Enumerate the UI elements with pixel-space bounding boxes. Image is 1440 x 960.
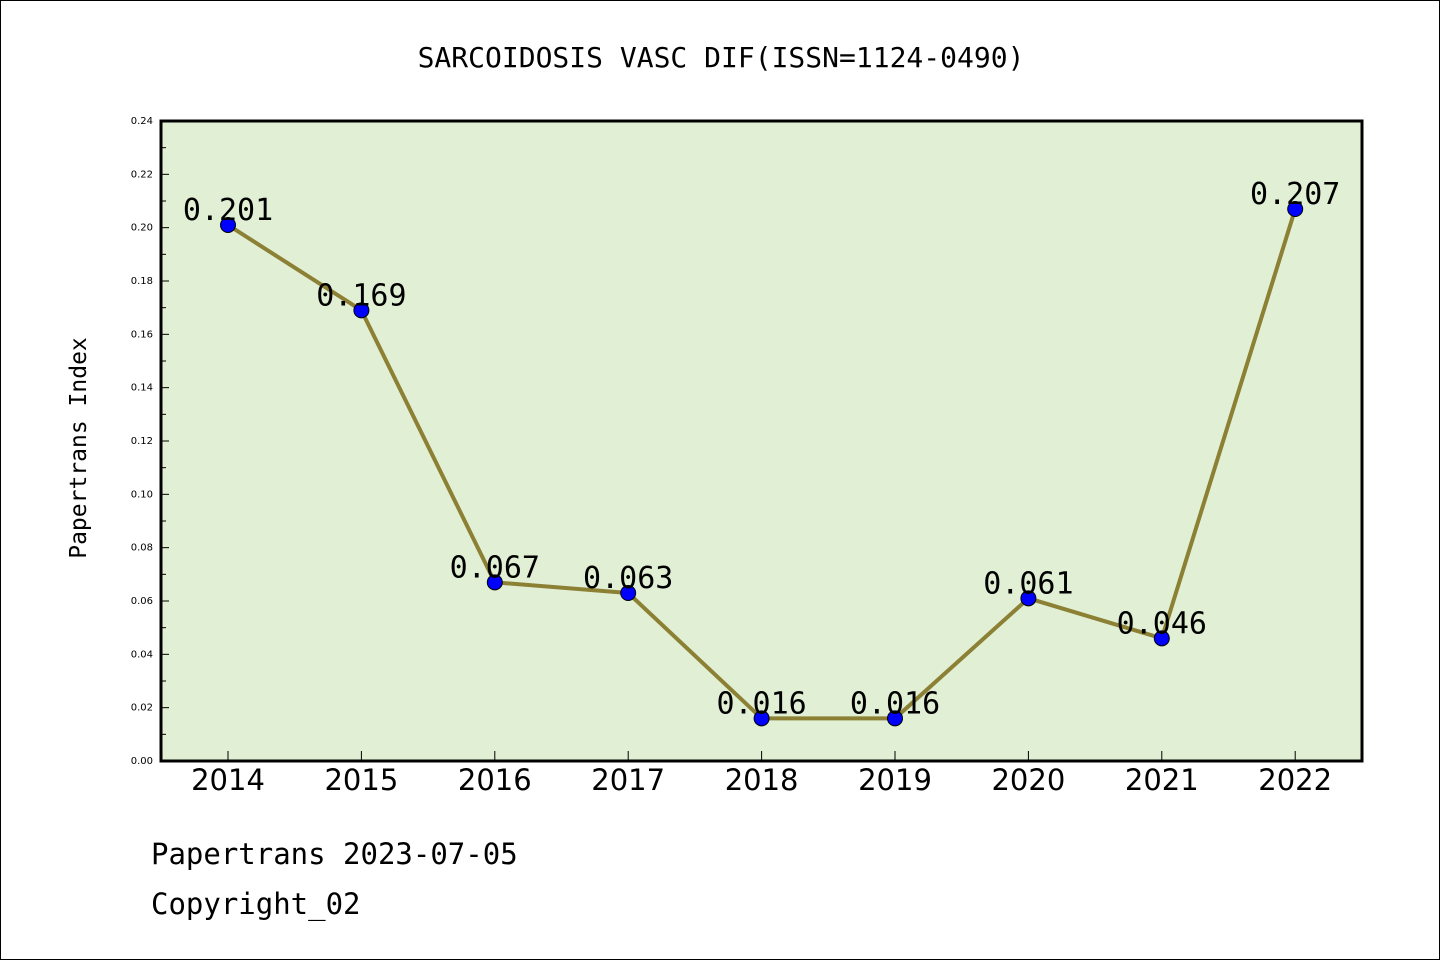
- y-tick-label: 0.20: [131, 223, 153, 234]
- y-tick-label: 0.10: [131, 489, 153, 500]
- y-tick-label: 0.18: [131, 276, 153, 287]
- plot-area: [159, 119, 1364, 763]
- y-axis: 0.00 0.02 0.04 0.06 0.08 0.10 0.12 0.14 0.16 0.18…: [131, 116, 169, 767]
- data-point: [887, 710, 903, 727]
- data-point: [1020, 590, 1037, 607]
- data-point: [753, 710, 770, 727]
- y-tick-label: 0.08: [131, 543, 153, 554]
- x-tick-label: 2019: [858, 763, 932, 797]
- chart-title: SARCOIDOSIS VASC DIF(ISSN=1124-0490): [418, 41, 1025, 74]
- data-point: [620, 585, 637, 601]
- x-tick-label: 2017: [591, 763, 665, 797]
- y-tick-label: 0.04: [131, 649, 153, 660]
- series-papertrans-index: [220, 201, 1304, 727]
- x-tick-label: 2014: [191, 763, 265, 797]
- y-tick-label: 0.00: [131, 756, 153, 767]
- data-label: 0.207: [1250, 177, 1340, 212]
- y-tick-label: 0.06: [131, 596, 153, 607]
- data-label: 0.169: [316, 278, 406, 313]
- y-tick-label: 0.12: [131, 436, 153, 447]
- y-tick-label: 0.24: [131, 116, 153, 127]
- data-point: [220, 217, 236, 233]
- y-tick-label: 0.14: [131, 383, 153, 394]
- x-tick-label: 2020: [991, 763, 1065, 797]
- footer-date: Papertrans 2023-07-05: [151, 837, 518, 871]
- x-axis: 2014 2015 2016 2017 2018 2019 2020 2021 2022: [191, 751, 1332, 797]
- y-tick-label: 0.02: [131, 703, 153, 714]
- y-tick-label: 0.22: [131, 169, 153, 180]
- x-tick-label: 2015: [324, 763, 398, 797]
- footer-copyright: Copyright_02: [151, 887, 361, 921]
- data-label: 0.061: [983, 566, 1073, 601]
- data-point: [1153, 630, 1170, 647]
- y-axis-label: Papertrans Index: [66, 337, 92, 559]
- data-labels: 0.201 0.169 0.067 0.063 0.016 0.016 0.061 0.046…: [183, 177, 1341, 721]
- data-label: 0.067: [450, 550, 540, 585]
- y-tick-label: 0.16: [131, 329, 153, 340]
- x-tick-label: 2016: [458, 763, 532, 797]
- data-point: [486, 574, 503, 591]
- data-label: 0.046: [1117, 606, 1207, 641]
- data-label: 0.201: [183, 193, 273, 228]
- x-tick-label: 2018: [725, 763, 799, 797]
- data-point: [1287, 201, 1304, 217]
- data-label: 0.016: [716, 686, 806, 721]
- x-tick-label: 2021: [1125, 763, 1199, 797]
- data-point: [353, 302, 370, 319]
- data-label: 0.063: [583, 561, 673, 596]
- x-tick-label: 2022: [1258, 763, 1332, 797]
- data-label: 0.016: [850, 686, 940, 721]
